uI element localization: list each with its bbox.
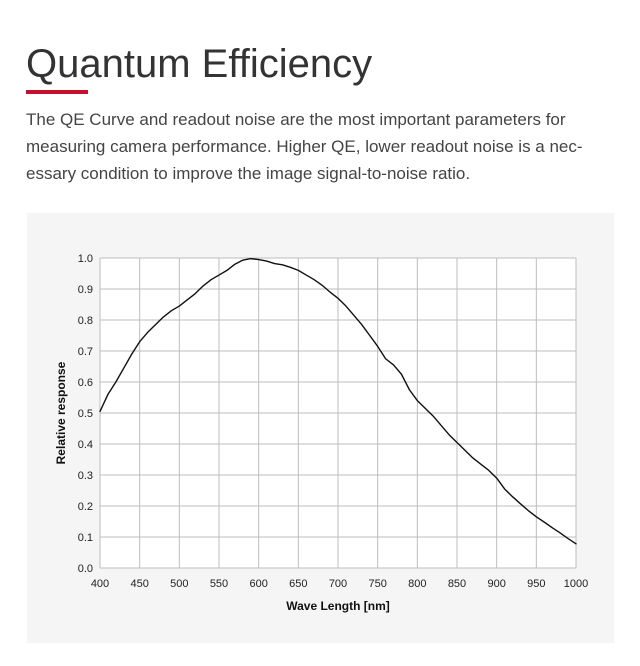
intro-paragraph: The QE Curve and readout noise are the m… (26, 110, 583, 183)
y-tick-label: 0.4 (78, 439, 93, 451)
y-tick-label: 0.6 (78, 377, 93, 389)
page-title: Quantum Efficiency (26, 42, 373, 86)
y-tick-label: 0.9 (78, 284, 93, 296)
x-tick-label: 1000 (564, 578, 588, 590)
x-tick-label: 800 (408, 578, 426, 590)
x-axis-title: Wave Length [nm] (286, 599, 390, 613)
chart-tick-labels: 400 450 500 550 600 650 700 750 800 850 900 950 1000… (78, 253, 589, 590)
x-tick-label: 550 (210, 578, 228, 590)
y-tick-label: 0.5 (78, 408, 93, 420)
x-tick-label: 600 (249, 578, 267, 590)
x-tick-label: 650 (289, 578, 307, 590)
x-tick-label: 400 (91, 578, 109, 590)
y-axis-title: Relative response (54, 361, 68, 464)
y-tick-label: 0.3 (78, 470, 93, 482)
x-tick-label: 850 (448, 578, 466, 590)
x-tick-label: 750 (368, 578, 386, 590)
y-tick-label: 0.8 (78, 315, 93, 327)
x-tick-label: 950 (527, 578, 545, 590)
x-tick-label: 700 (329, 578, 347, 590)
qe-curve-line (99, 257, 577, 545)
chart-grid (99, 257, 577, 569)
x-tick-label: 500 (170, 578, 188, 590)
title-accent-bar (26, 90, 88, 94)
y-tick-label: 0.7 (78, 346, 93, 358)
qe-chart: 400 450 500 550 600 650 700 750 800 850 900 950 1000… (54, 253, 589, 613)
y-tick-label: 0.2 (78, 501, 93, 513)
y-tick-label: 1.0 (78, 253, 93, 265)
x-tick-label: 450 (130, 578, 148, 590)
chart-series (99, 257, 577, 545)
y-tick-label: 0.1 (78, 532, 93, 544)
y-tick-label: 0.0 (78, 563, 93, 575)
x-tick-label: 900 (487, 578, 505, 590)
qe-chart-panel: 400 450 500 550 600 650 700 750 800 850 900 950 1000… (27, 213, 614, 643)
